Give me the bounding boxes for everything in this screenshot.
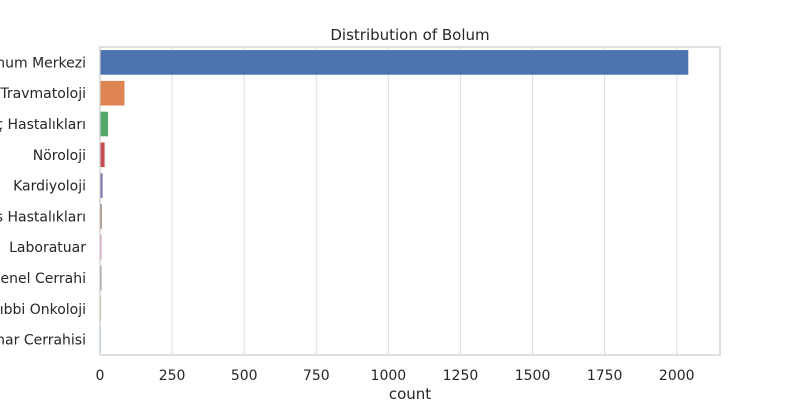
- bar: [100, 204, 102, 229]
- bars: [100, 50, 689, 352]
- x-tick-label: 500: [231, 368, 258, 384]
- x-tick-label: 1250: [443, 368, 479, 384]
- y-category-label: s Hastalıkları: [0, 209, 86, 225]
- x-tick-label: 1500: [515, 368, 551, 384]
- bar: [100, 80, 125, 106]
- y-category-label: Tıbbi Onkoloji: [0, 302, 86, 318]
- x-tick-label: 750: [303, 368, 330, 384]
- bar: [100, 173, 103, 198]
- y-category-label: Laboratuar: [9, 240, 86, 256]
- y-category-label: ç Hastalıkları: [0, 117, 86, 133]
- chart-title: Distribution of Bolum: [330, 26, 489, 44]
- y-category-label: Genel Cerrahi: [0, 271, 86, 287]
- grid-lines: [99, 47, 678, 355]
- bar: [100, 111, 109, 137]
- x-tick-label: 2000: [659, 368, 695, 384]
- bar: [100, 234, 102, 260]
- x-tick-label: 0: [96, 368, 105, 384]
- bar: [100, 50, 689, 75]
- plot-frame: [99, 46, 721, 356]
- x-tick-label: 1750: [587, 368, 623, 384]
- y-category-label: Kardiyoloji: [13, 179, 86, 195]
- x-axis-label: count: [389, 385, 431, 400]
- y-category-label: num Merkezi: [0, 55, 86, 71]
- bar: [100, 265, 102, 291]
- y-category-labels: num Merkezi Travmatoloji ç Hastalıkları Nör…: [0, 55, 86, 348]
- x-tick-label: 250: [159, 368, 186, 384]
- x-tick-labels: 0 250 500 750 1000 1250 1500 1750 2000: [96, 368, 695, 384]
- bar: [100, 142, 105, 168]
- y-category-label: Travmatoloji: [0, 86, 86, 102]
- x-tick-label: 1000: [371, 368, 407, 384]
- y-category-label: mar Cerrahisi: [0, 333, 86, 349]
- y-category-label: Nöroloji: [33, 148, 86, 164]
